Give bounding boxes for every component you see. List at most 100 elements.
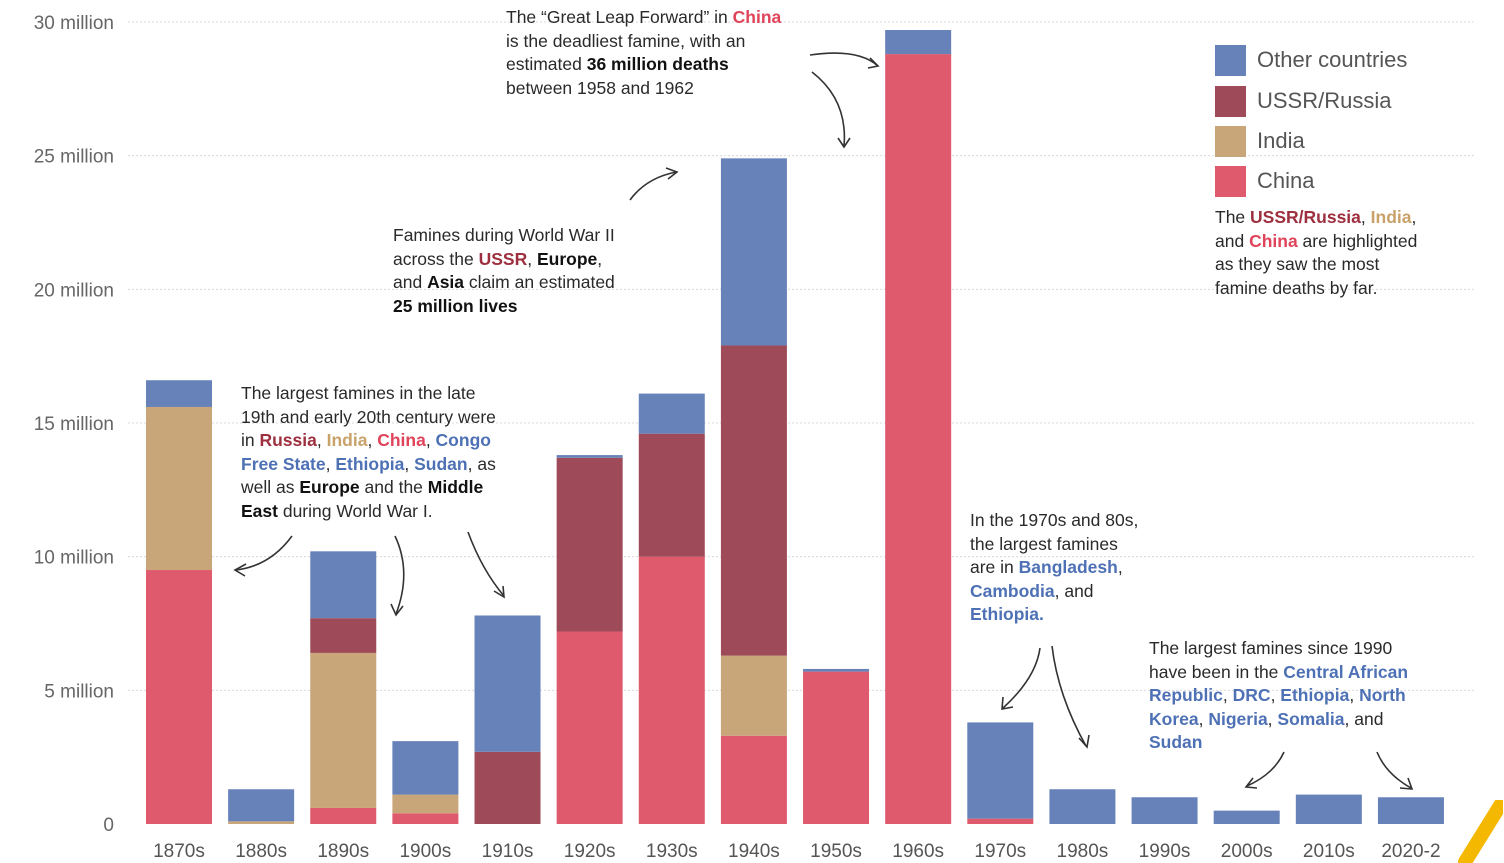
annotation-text: China <box>732 7 782 27</box>
annotation-text: The largest famines since 1990 <box>1149 638 1393 658</box>
annotation-line: are in Bangladesh, <box>970 556 1138 580</box>
annotation-text: USSR/Russia <box>1250 207 1361 227</box>
annotation-text: Somalia <box>1277 708 1345 729</box>
bar-segment-other-countries-1910s <box>474 615 541 752</box>
annotation-arrow <box>1399 777 1414 790</box>
bar-segment-ussr-russia-1890s <box>310 618 377 653</box>
y-tick-label: 30 million <box>34 13 114 34</box>
bar-segment-other-countries-1880s <box>228 789 295 822</box>
x-tick-label: 2020-2 <box>1381 841 1440 862</box>
x-tick-label: 1950s <box>810 841 862 862</box>
annotation-text: Middle <box>427 477 484 497</box>
bar-segment-china-1930s <box>638 556 705 824</box>
annotation-text: , <box>1349 685 1360 705</box>
annotation-arrow <box>809 52 879 67</box>
annotation-text: Famines during World War II <box>393 225 615 245</box>
annotation-text: , <box>1267 708 1278 729</box>
annotation-line: well as Europe and the Middle <box>241 476 496 500</box>
annotation-line: The largest famines in the late <box>241 382 496 406</box>
bar-segment-other-countries-1960s <box>885 30 952 55</box>
annotation-line: 25 million lives <box>393 295 615 319</box>
bar-segment-other-countries-2000s <box>1213 810 1280 824</box>
annotation-text: East <box>241 500 278 521</box>
annotation-text: , <box>597 248 603 269</box>
annotation-ww2: Famines during World War II across the US… <box>393 224 615 318</box>
annotation-arrow <box>1244 777 1258 789</box>
bar-segment-ussr-russia-1920s <box>556 457 623 632</box>
annotation-text: 25 million lives <box>393 295 518 316</box>
bar-segment-china-1950s <box>803 671 870 824</box>
annotation-text: , <box>1222 685 1233 705</box>
annotation-text: across the <box>393 248 479 269</box>
annotation-text: are highlighted <box>1297 230 1418 251</box>
x-tick-label: 2010s <box>1303 841 1355 862</box>
annotation-text: is the deadliest famine, with an <box>506 30 746 51</box>
annotation-text: Ethiopia. <box>970 604 1044 624</box>
legend-label-india: India <box>1257 128 1305 153</box>
annotation-line: in Russia, India, China, Congo <box>241 429 496 453</box>
x-tick-label: 1930s <box>646 841 698 862</box>
x-tick-label: 1880s <box>235 841 287 862</box>
annotation-text: , <box>404 453 415 474</box>
annotation-text: Sudan <box>1149 732 1203 752</box>
bar-segment-india-1880s <box>228 821 295 824</box>
annotation-arrow <box>665 167 679 180</box>
x-tick-label: 2000s <box>1221 841 1273 862</box>
annotation-text: Europe <box>536 248 598 269</box>
legend-swatch-india <box>1215 126 1246 157</box>
x-tick-label: 1980s <box>1057 841 1109 862</box>
annotation-text: 36 million deaths <box>586 54 729 74</box>
annotation-text: Central African <box>1283 661 1409 682</box>
annotation-arrow <box>1376 751 1412 789</box>
annotation-line: In the 1970s and 80s, <box>970 509 1138 533</box>
x-tick-label: 1920s <box>564 841 616 862</box>
bar-segment-china-1940s <box>720 735 787 824</box>
annotation-text: in <box>241 430 260 450</box>
annotation-line: the largest famines <box>970 533 1138 557</box>
bar-segment-other-countries-2010s <box>1295 794 1362 824</box>
annotation-text: Free State <box>241 453 326 474</box>
legend-swatch-other <box>1215 45 1246 76</box>
annotation-text: In the 1970s and 80s, <box>970 510 1139 530</box>
annotation-line: Free State, Ethiopia, Sudan, as <box>241 453 496 477</box>
annotation-text: Ethiopia <box>335 453 405 474</box>
annotation-text: Ethiopia <box>1280 685 1350 705</box>
bar-segment-other-countries-1940s <box>720 158 787 346</box>
annotation-text: , <box>367 430 378 450</box>
bar-segment-china-1870s <box>146 570 212 824</box>
bar-segment-ussr-russia-1930s <box>638 433 705 557</box>
annotation-text: have been in the <box>1149 661 1284 682</box>
annotation-text: Asia <box>427 272 465 292</box>
annotation-text: , <box>527 248 537 269</box>
annotation-line: Ethiopia. <box>970 603 1138 627</box>
annotation-arrow <box>394 535 405 615</box>
bar-segment-other-countries-1920s <box>556 455 623 458</box>
annotation-text: India <box>326 430 368 450</box>
annotation-text: famine deaths by far. <box>1215 277 1378 298</box>
annotation-text: estimated <box>506 54 587 74</box>
annotation-legend-note: The USSR/Russia, India, and China are hig… <box>1215 206 1417 300</box>
bar-segment-ussr-russia-1940s <box>720 345 787 656</box>
annotation-text: The <box>1215 207 1251 227</box>
annotation-text: Europe <box>299 477 360 497</box>
bar-segment-india-1870s <box>146 406 212 571</box>
bar-segment-other-countries-1990s <box>1131 797 1198 824</box>
annotation-arrow <box>811 71 846 147</box>
annotation-text: 19th and early 20th century were <box>241 406 496 427</box>
annotation-text: , <box>1117 557 1123 577</box>
annotation-line: famine deaths by far. <box>1215 277 1417 301</box>
annotation-text: , <box>1270 685 1281 705</box>
highlighter-mark <box>1455 800 1503 863</box>
annotation-text: the largest famines <box>970 533 1118 554</box>
y-tick-label: 25 million <box>34 147 114 168</box>
bar-segment-ussr-russia-1910s <box>474 751 541 824</box>
annotation-line: is the deadliest famine, with an <box>506 30 781 54</box>
bar-segment-other-countries-1970s <box>967 722 1034 819</box>
annotation-text: Nigeria <box>1208 708 1268 729</box>
annotation-text: Cambodia <box>970 580 1055 601</box>
annotation-text: , <box>425 430 436 450</box>
annotation-arrow <box>467 531 505 597</box>
annotation-text: as they saw the most <box>1215 254 1380 274</box>
annotation-line: Sudan <box>1149 731 1408 755</box>
